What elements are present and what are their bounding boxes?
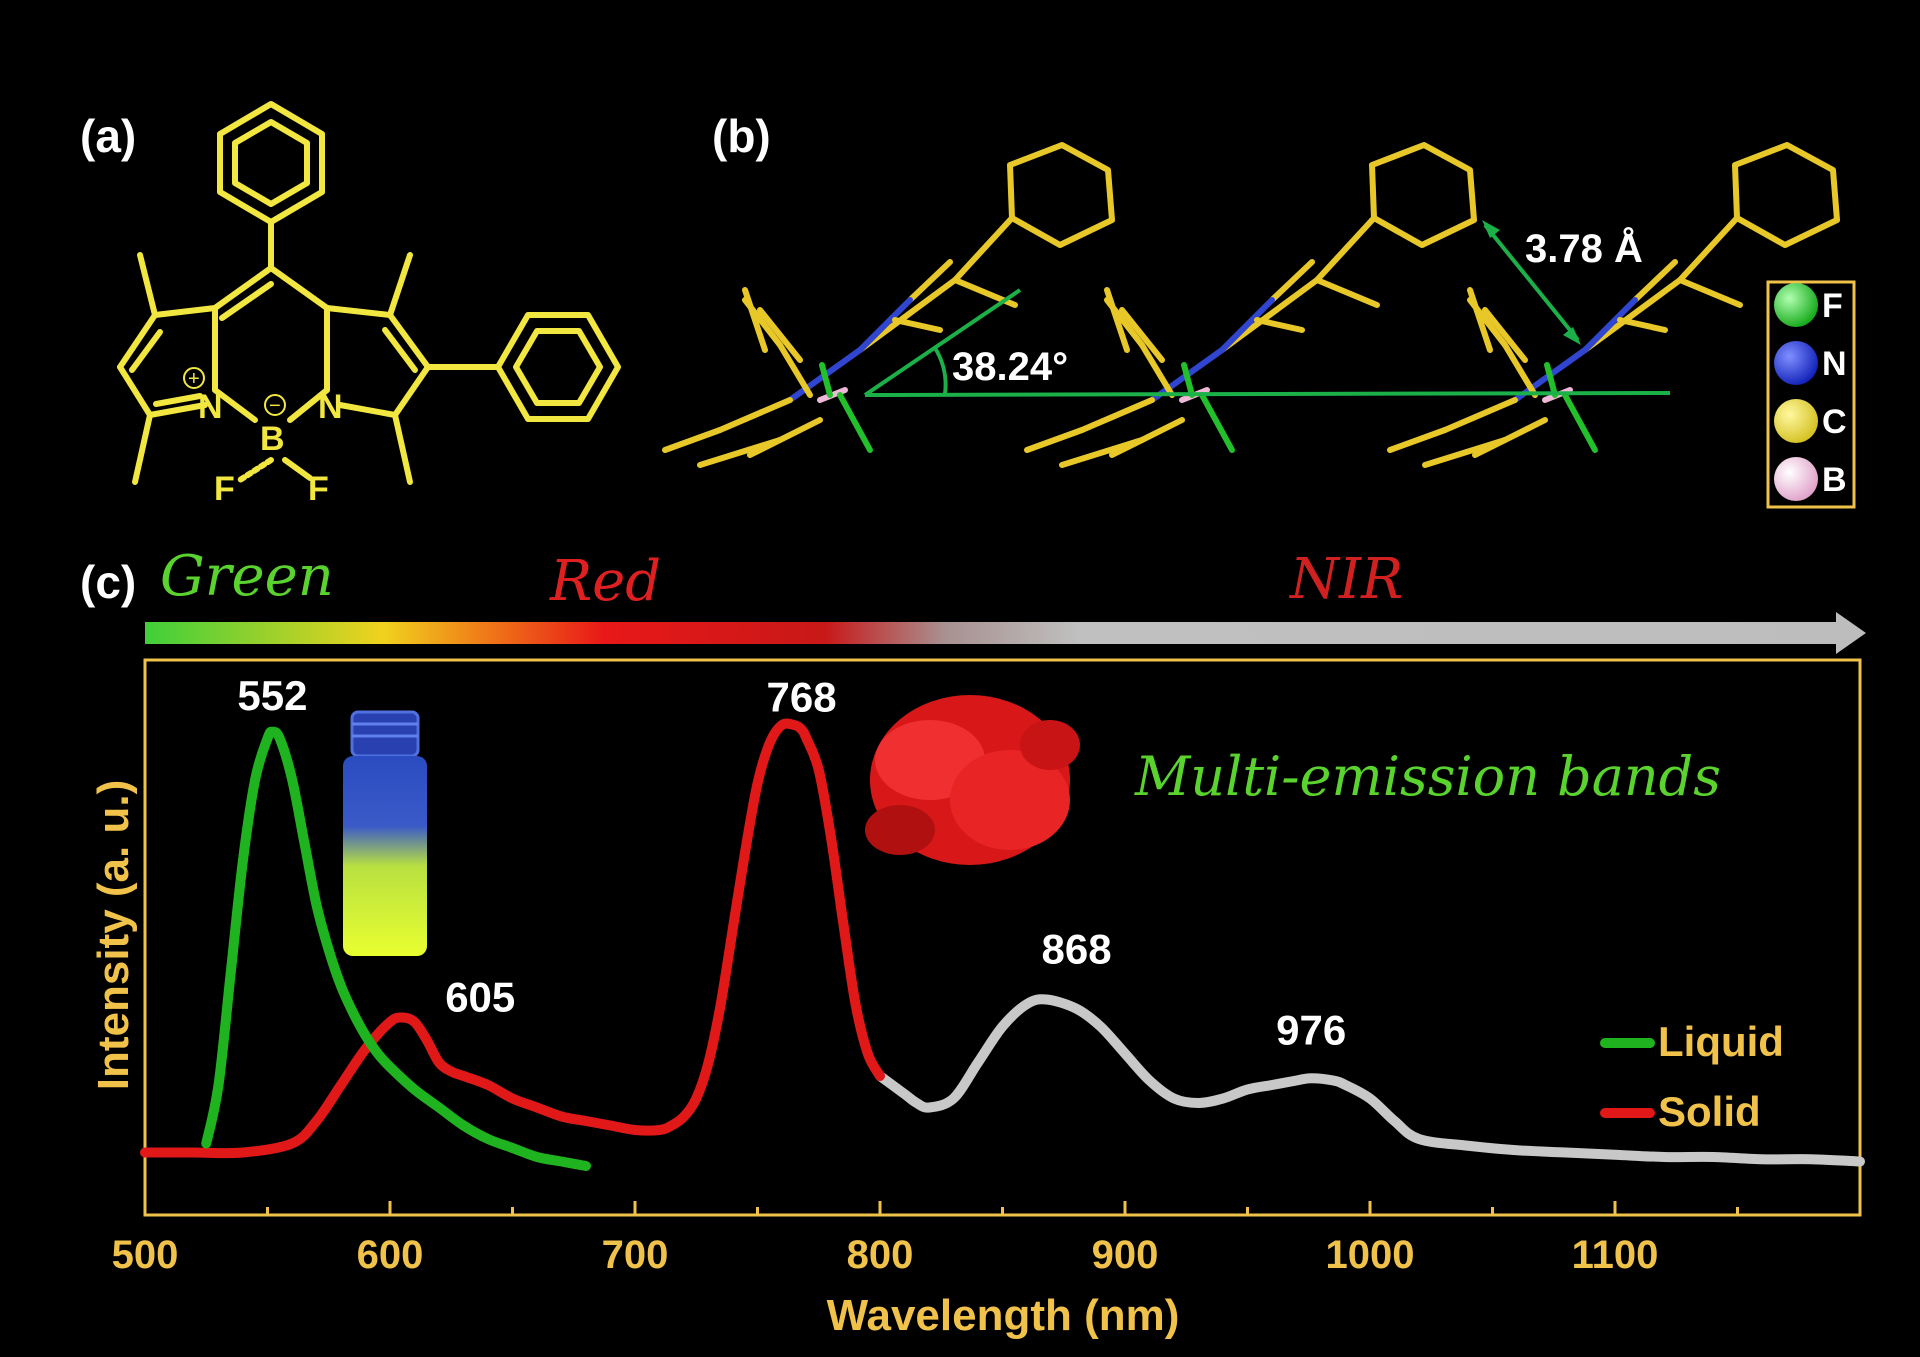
- color-gradient-bar: [145, 622, 1845, 644]
- x-tick-label-800: 800: [847, 1233, 914, 1277]
- solid-powder-photo: [865, 695, 1080, 865]
- atom-ball-c: [1774, 399, 1818, 443]
- peak-labels: 552 605 768 868 976: [237, 672, 1346, 1054]
- x-tick-label-1000: 1000: [1326, 1233, 1415, 1277]
- peak-label-768: 768: [767, 674, 837, 721]
- peak-label-552: 552: [237, 672, 307, 719]
- panel-a-label: (a): [80, 110, 136, 162]
- peak-label-976: 976: [1276, 1006, 1346, 1053]
- bodipy-structure: [117, 101, 621, 485]
- x-tick-label-500: 500: [112, 1233, 179, 1277]
- atom-legend-label-b: B: [1822, 461, 1847, 499]
- atom-ball-n: [1774, 341, 1818, 385]
- x-tick-label-1100: 1100: [1572, 1233, 1659, 1277]
- atom-n-right: N: [318, 388, 343, 426]
- atom-ball-f: [1774, 283, 1818, 327]
- peak-label-868: 868: [1042, 926, 1112, 973]
- series-line-solid: [140, 718, 885, 1159]
- x-tick-label-900: 900: [1092, 1233, 1159, 1277]
- series-layer: [140, 718, 1865, 1171]
- atom-legend-label-n: N: [1822, 345, 1847, 383]
- charge-minus: −: [269, 395, 281, 417]
- atom-legend-label-f: F: [1822, 287, 1843, 325]
- color-bar-arrowhead: [1836, 612, 1866, 654]
- charge-plus: +: [188, 368, 200, 390]
- atom-f-right: F: [308, 470, 329, 508]
- dihedral-angle-label: 38.24°: [952, 345, 1068, 389]
- y-axis-title: Intensity (a. u.): [89, 780, 138, 1090]
- atom-ball-b: [1774, 457, 1818, 501]
- color-label-green: Green: [160, 544, 334, 609]
- stacking-distance-label: 3.78 Å: [1525, 226, 1643, 271]
- x-tick-label-600: 600: [357, 1233, 424, 1277]
- color-label-nir: NIR: [1288, 547, 1403, 612]
- atom-labels: N B N F F + −: [183, 367, 343, 508]
- x-axis-ticks: 500 600 700 800 900 1000 1100: [112, 1201, 1739, 1277]
- atom-boron: B: [260, 420, 285, 458]
- series-legend: Liquid Solid: [1600, 1018, 1784, 1135]
- liquid-vial-photo: [343, 710, 427, 956]
- atom-legend-label-c: C: [1822, 403, 1847, 441]
- atom-n-left: N: [198, 388, 223, 426]
- color-label-red: Red: [549, 549, 661, 614]
- legend-label-solid: Solid: [1658, 1088, 1761, 1135]
- peak-label-605: 605: [445, 974, 515, 1021]
- color-bar: Green Red NIR: [145, 544, 1866, 654]
- multi-emission-annotation: Multi-emission bands: [1134, 745, 1721, 808]
- spectrum-chart: 500 600 700 800 900 1000 1100 552605768868976 …: [89, 658, 1865, 1340]
- panel-b-label: (b): [712, 110, 771, 162]
- series-line-nir-tail: [875, 994, 1865, 1167]
- x-tick-label-700: 700: [602, 1233, 669, 1277]
- x-axis-title: Wavelength (nm): [827, 1291, 1180, 1340]
- panel-c-label: (c): [80, 556, 136, 608]
- legend-label-liquid: Liquid: [1658, 1018, 1784, 1065]
- series-line-liquid: [201, 726, 591, 1171]
- atom-f-left: F: [214, 470, 235, 508]
- packed-molecule-1: [662, 142, 1115, 468]
